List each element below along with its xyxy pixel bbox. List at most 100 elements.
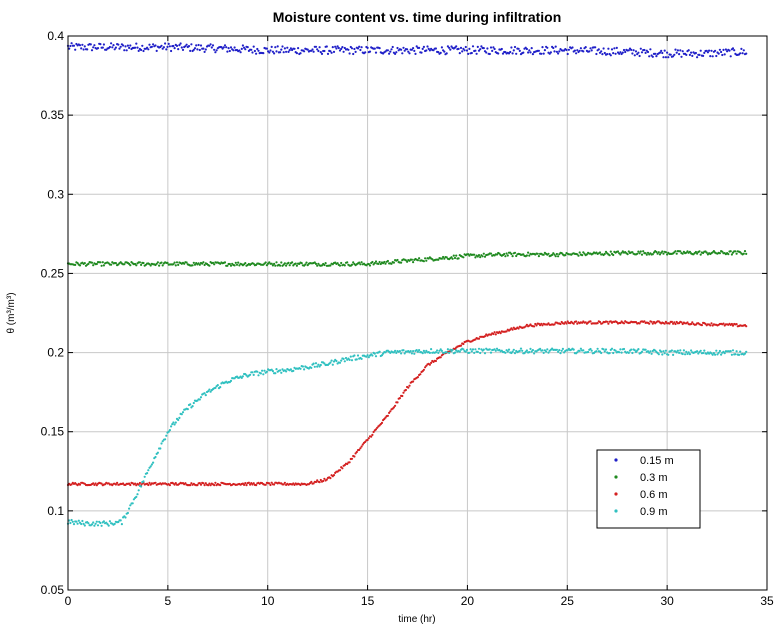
data-point [636, 349, 639, 352]
data-point [209, 390, 212, 393]
data-point [479, 351, 482, 355]
data-point [416, 350, 419, 353]
data-point [420, 51, 423, 54]
x-tick-label: 5 [165, 594, 172, 608]
data-point [525, 47, 529, 51]
data-point [505, 330, 508, 333]
data-point [533, 325, 536, 328]
data-point [199, 44, 203, 47]
data-point [384, 416, 387, 419]
data-point [590, 49, 593, 52]
data-point [173, 47, 176, 50]
data-point [513, 45, 517, 49]
data-point [295, 264, 298, 267]
data-point [694, 250, 698, 254]
data-point [367, 437, 370, 440]
data-point [155, 262, 158, 265]
data-point [373, 47, 376, 50]
data-point [331, 46, 334, 49]
data-point [482, 348, 485, 351]
data-point [343, 360, 346, 363]
data-point [374, 428, 378, 431]
data-point [392, 406, 395, 409]
data-point [155, 49, 158, 53]
data-point [380, 354, 384, 357]
data-point [631, 351, 634, 355]
data-point [657, 353, 660, 356]
data-point [173, 261, 176, 264]
data-point [150, 45, 153, 48]
data-point [319, 51, 322, 54]
data-point [322, 479, 325, 483]
data-point [636, 252, 639, 255]
data-point [551, 253, 554, 256]
data-point [525, 254, 529, 257]
data-point [437, 351, 440, 354]
data-point [404, 388, 407, 392]
y-tick-label: 0.25 [41, 266, 65, 280]
data-point [603, 51, 606, 55]
data-point [600, 351, 603, 355]
data-point [214, 386, 217, 389]
data-point [165, 48, 168, 51]
data-point [627, 250, 630, 253]
data-point [462, 342, 465, 346]
data-point [129, 44, 132, 47]
data-point [94, 522, 97, 525]
data-point [382, 352, 385, 355]
x-tick-label: 20 [461, 594, 475, 608]
data-point [116, 481, 119, 484]
data-point [436, 349, 439, 352]
data-point [554, 255, 557, 258]
data-point [257, 49, 260, 52]
legend-marker [614, 475, 618, 479]
data-point [439, 348, 442, 351]
data-point [342, 50, 345, 53]
data-point [510, 46, 513, 49]
data-point [87, 262, 90, 265]
data-point [148, 481, 151, 484]
data-point [173, 423, 176, 426]
data-point [374, 355, 378, 358]
data-point [462, 348, 465, 351]
data-point [191, 264, 194, 267]
data-point [124, 516, 127, 519]
data-point [503, 252, 506, 256]
data-point [403, 49, 406, 52]
legend-label: 0.9 m [640, 506, 668, 518]
data-point [86, 48, 89, 51]
data-point [285, 264, 288, 267]
data-point [162, 46, 165, 49]
data-point [638, 322, 641, 325]
data-point [727, 253, 730, 256]
data-point [179, 42, 182, 45]
data-point [470, 350, 473, 353]
data-point [493, 331, 496, 334]
data-point [500, 47, 503, 51]
data-point [529, 347, 532, 350]
data-point [287, 261, 290, 264]
data-point [664, 251, 668, 254]
data-point [681, 50, 684, 53]
data-point [76, 522, 79, 525]
data-point [117, 43, 120, 46]
data-point [566, 52, 569, 56]
data-point [270, 45, 273, 49]
data-point [128, 46, 131, 50]
chart-title: Moisture content vs. time during infiltr… [273, 9, 562, 25]
data-point [269, 49, 272, 52]
data-point [125, 49, 128, 52]
data-point [323, 362, 326, 365]
data-point [394, 404, 397, 407]
data-point [577, 254, 580, 257]
data-point [639, 250, 642, 253]
data-point [359, 48, 362, 52]
data-point [726, 50, 729, 53]
data-point [618, 52, 621, 55]
data-point [167, 430, 170, 433]
data-point [578, 349, 581, 352]
data-point [89, 43, 92, 46]
data-point [314, 362, 318, 365]
data-point [338, 469, 342, 472]
legend-marker [614, 458, 618, 462]
